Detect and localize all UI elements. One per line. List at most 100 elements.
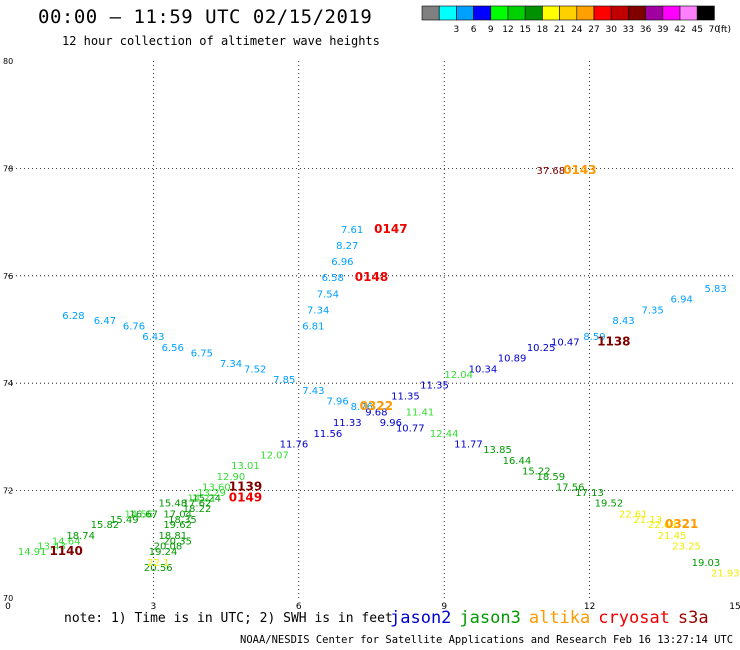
data-point-label: 6.28 — [62, 311, 84, 322]
x-tick-label: 15 — [729, 602, 740, 610]
data-point-label: 21.93 — [711, 569, 740, 580]
data-point-label: 9.96 — [380, 418, 402, 429]
satellite-name: s3a — [677, 608, 709, 628]
y-tick-label: 72 — [3, 487, 13, 496]
legend-tick-label: 33 — [623, 25, 634, 35]
pass-time-label: 1139 — [229, 480, 262, 494]
satellite-name: jason3 — [459, 608, 521, 628]
pass-time-label: 1140 — [49, 544, 82, 558]
data-point-label: 18.35 — [168, 515, 197, 526]
data-point-label: 15.48 — [158, 499, 187, 510]
data-point-label: 11.76 — [280, 440, 309, 451]
x-tick-label: 0 — [5, 602, 11, 610]
data-point-label: 8.43 — [612, 316, 634, 327]
satellite-name: altika — [528, 608, 591, 628]
y-tick-label: 70 — [3, 594, 13, 603]
data-point-label: 7.96 — [326, 397, 348, 408]
data-point-label: 7.34 — [307, 305, 329, 316]
legend-tick-label: 12 — [502, 25, 513, 35]
data-point-label: 15.49 — [110, 515, 139, 526]
data-point-label: 10.89 — [498, 354, 527, 365]
data-point-label: 16.67 — [129, 509, 158, 520]
satellite-legend: jason2 jason3 altika cryosat s3a — [390, 608, 717, 628]
data-point-label: 19.62 — [163, 520, 192, 531]
data-point-label: 22.61 — [619, 509, 648, 520]
data-point-label: 19.03 — [692, 558, 721, 569]
data-point-label: 11.41 — [406, 407, 435, 418]
data-point-label: 11.35 — [420, 381, 449, 392]
data-point-label: 14.21 — [188, 493, 217, 504]
pass-time-label: 0147 — [374, 222, 407, 236]
y-tick-label: 74 — [3, 379, 13, 388]
data-point-label: 20.56 — [144, 563, 173, 574]
data-point-label: 6.96 — [331, 257, 353, 268]
data-point-label: 13.60 — [202, 483, 231, 494]
y-tick-label: 78 — [3, 164, 13, 173]
x-tick-label: 3 — [151, 602, 157, 610]
data-point-label: 17.62 — [183, 499, 212, 510]
data-point-label: 14.91 — [18, 547, 47, 558]
data-point-label: 17.13 — [575, 488, 604, 499]
data-point-label: 13.43 — [37, 542, 66, 553]
pass-time-label: 0149 — [229, 490, 262, 504]
data-point-label: 23.25 — [672, 542, 701, 553]
legend-swatch — [696, 5, 715, 21]
data-point-label: 10.77 — [396, 424, 425, 435]
data-point-label: 14.64 — [52, 536, 81, 547]
data-point-label: 6.94 — [671, 295, 693, 306]
legend-tick-label: 30 — [605, 25, 617, 35]
data-point-label: 17.04 — [163, 509, 192, 520]
chart-subtitle: 12 hour collection of altimeter wave hei… — [62, 34, 380, 48]
data-point-label: 8.27 — [336, 241, 358, 252]
data-point-label: 8.76 — [351, 402, 373, 413]
x-tick-label: 12 — [584, 602, 595, 610]
data-point-label: 7.43 — [302, 386, 324, 397]
credit-line: NOAA/NESDIS Center for Satellite Applica… — [240, 634, 740, 646]
data-point-label: 12.90 — [217, 472, 246, 483]
legend-tick-label: 3 — [454, 25, 460, 35]
data-point-label: 12.07 — [260, 450, 289, 461]
data-point-label: 10.34 — [469, 364, 498, 375]
pass-time-label: 0148 — [355, 270, 388, 284]
data-point-label: 21.13 — [633, 515, 662, 526]
data-point-label: 6.75 — [191, 348, 213, 359]
legend-tick-label: 70 — [709, 25, 721, 35]
data-point-label: 11.35 — [391, 391, 420, 402]
pass-time-label: 0321 — [665, 517, 698, 531]
legend-unit: (ft) — [717, 25, 731, 35]
data-point-label: 12.04 — [444, 370, 473, 381]
wave-height-plot: 70 72 74 76 78 80 0 3 6 9 12 15 6.28 6.47 6.766.436.56… — [3, 57, 740, 610]
legend-tick-label: 36 — [640, 25, 652, 35]
legend-tick-label: 6 — [471, 25, 477, 35]
data-point-label: 13.85 — [483, 445, 512, 456]
data-point-label: 11.77 — [454, 440, 483, 451]
data-point-label: 6.58 — [322, 273, 344, 284]
data-point-label: 6.81 — [302, 322, 324, 333]
data-point-label: 37.68 — [537, 166, 566, 177]
y-tick-label: 76 — [3, 272, 13, 281]
data-point-label: 18.59 — [537, 472, 566, 483]
data-point-label: 18.22 — [183, 504, 212, 515]
chart-note: note: 1) Time is in UTC; 2) SWH is in fe… — [64, 611, 393, 626]
data-point-label: 6.56 — [162, 343, 184, 354]
x-tick-label: 9 — [441, 602, 447, 610]
data-point-label: 19.52 — [595, 499, 624, 510]
data-point-label: 13.01 — [231, 461, 260, 472]
satellite-name: cryosat — [598, 608, 670, 628]
pass-time-label: 1138 — [597, 335, 630, 349]
data-point-label: 18.81 — [158, 531, 187, 542]
data-point-label: 6.43 — [142, 332, 164, 343]
data-point-label: 15.24 — [192, 493, 221, 504]
data-point-label: 21.45 — [658, 531, 687, 542]
legend-tick-label: 15 — [519, 25, 530, 35]
data-point-label: 20.35 — [163, 536, 192, 547]
data-point-label: 22.1 — [147, 558, 169, 569]
data-point-label: 9.68 — [365, 407, 387, 418]
legend-tick-label: 9 — [488, 25, 494, 35]
data-point-label: 11.33 — [333, 418, 362, 429]
legend-tick-label: 21 — [554, 25, 565, 35]
legend-tick-label: 18 — [537, 25, 549, 35]
legend-tick-label: 42 — [674, 25, 685, 35]
data-point-label: 13.29 — [197, 488, 226, 499]
data-point-label: 15.82 — [91, 520, 120, 531]
